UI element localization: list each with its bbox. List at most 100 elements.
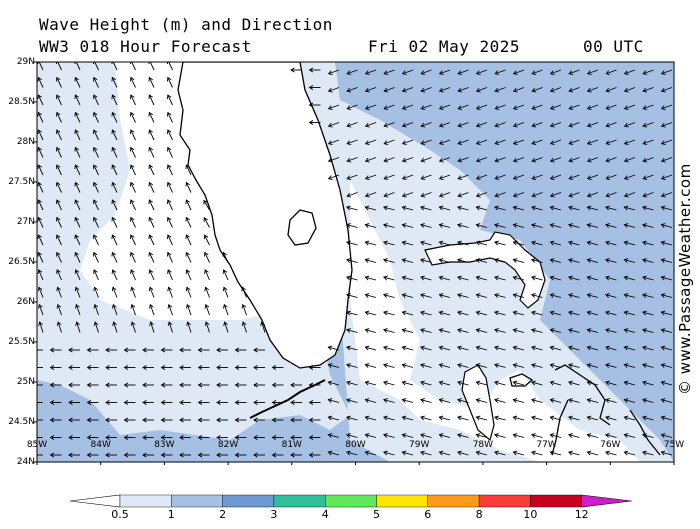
wave-arrow bbox=[111, 146, 118, 158]
wave-arrow bbox=[346, 205, 358, 211]
wave-arrow bbox=[512, 275, 525, 281]
wave-arrow bbox=[241, 321, 247, 333]
wave-arrow bbox=[111, 76, 118, 88]
wave-arrow bbox=[92, 216, 99, 228]
wave-arrow bbox=[197, 382, 210, 388]
wave-arrow bbox=[642, 205, 654, 211]
wave-arrow bbox=[475, 174, 488, 180]
wave-arrow bbox=[531, 157, 543, 163]
map-plot-area bbox=[37, 62, 674, 462]
wave-arrow bbox=[346, 415, 358, 421]
wave-arrow bbox=[642, 139, 654, 145]
wave-arrow bbox=[512, 192, 525, 198]
wave-arrow bbox=[623, 157, 636, 163]
wave-arrow bbox=[401, 240, 414, 246]
wave-arrow bbox=[531, 139, 543, 145]
wave-arrow bbox=[327, 363, 340, 368]
wave-arrow bbox=[346, 258, 358, 263]
wave-arrow bbox=[605, 205, 617, 211]
wave-arrow bbox=[420, 380, 432, 386]
wave-arrow bbox=[642, 157, 654, 163]
wave-arrow bbox=[531, 380, 543, 386]
wave-arrow bbox=[308, 400, 321, 405]
wave-arrow bbox=[271, 435, 284, 440]
colorbar-segment bbox=[530, 494, 582, 508]
wave-arrow bbox=[660, 415, 673, 421]
wave-arrow bbox=[364, 87, 377, 93]
wave-arrow bbox=[660, 69, 673, 75]
wave-arrow bbox=[623, 87, 636, 93]
wave-arrow bbox=[642, 69, 654, 75]
wave-arrow bbox=[568, 450, 580, 456]
wave-arrow bbox=[420, 87, 432, 93]
wave-arrow bbox=[475, 363, 488, 368]
wave-arrow bbox=[457, 69, 469, 75]
wave-arrow bbox=[605, 293, 617, 298]
wave-arrow bbox=[148, 199, 155, 211]
wave-arrow bbox=[346, 345, 358, 351]
forecast-time: 00 UTC bbox=[583, 37, 644, 56]
wave-arrow bbox=[327, 157, 340, 163]
wave-arrow bbox=[457, 258, 469, 263]
wave-arrow bbox=[494, 293, 506, 298]
colorbar-segment bbox=[222, 494, 275, 508]
wave-arrow bbox=[549, 104, 562, 110]
wave-arrow bbox=[642, 293, 654, 298]
wave-arrow bbox=[568, 415, 580, 421]
wave-arrow bbox=[253, 382, 265, 388]
wave-arrow bbox=[623, 450, 636, 456]
wave-arrow bbox=[148, 94, 155, 106]
wave-arrow bbox=[37, 94, 44, 106]
wave-arrow bbox=[111, 111, 118, 123]
wave-arrow bbox=[142, 417, 154, 423]
wave-arrow bbox=[494, 87, 506, 93]
wave-arrow bbox=[148, 286, 155, 298]
wave-arrow bbox=[166, 94, 173, 106]
wave-arrow bbox=[49, 365, 62, 370]
wave-arrow bbox=[346, 69, 358, 75]
wave-arrow bbox=[568, 275, 580, 281]
wave-direction-arrows bbox=[37, 62, 673, 458]
wave-arrow bbox=[197, 400, 210, 405]
wave-arrow bbox=[401, 345, 414, 351]
wave-arrow bbox=[494, 240, 506, 246]
wave-arrow bbox=[642, 398, 654, 403]
wave-arrow bbox=[37, 251, 44, 263]
wave-arrow bbox=[605, 345, 617, 351]
wave-arrow bbox=[383, 240, 395, 246]
wave-arrow bbox=[68, 400, 80, 405]
wave-arrow bbox=[166, 62, 173, 71]
wave-arrow bbox=[531, 69, 543, 75]
wave-arrow bbox=[586, 293, 599, 298]
wave-arrow bbox=[642, 192, 654, 198]
wave-arrow bbox=[568, 122, 580, 128]
wave-arrow bbox=[55, 251, 62, 263]
wave-arrow bbox=[166, 216, 173, 228]
wave-arrow bbox=[438, 398, 451, 403]
wave-arrow bbox=[74, 199, 81, 211]
colorbar-label: 10 bbox=[523, 508, 538, 521]
wave-arrow bbox=[130, 303, 136, 316]
wave-arrow bbox=[457, 157, 469, 163]
wave-arrow bbox=[346, 139, 358, 145]
wave-arrow bbox=[549, 398, 562, 403]
wave-arrow bbox=[642, 433, 654, 438]
wave-arrow bbox=[531, 258, 543, 263]
wave-arrow bbox=[105, 382, 117, 388]
wave-arrow bbox=[438, 223, 451, 228]
wave-arrow bbox=[129, 76, 136, 88]
wave-arrow bbox=[49, 417, 62, 423]
wave-arrow bbox=[475, 258, 488, 263]
wave-arrow bbox=[271, 382, 284, 388]
wave-arrow bbox=[549, 174, 562, 180]
wave-arrow bbox=[327, 122, 340, 128]
wave-arrow bbox=[56, 303, 62, 316]
wave-arrow bbox=[494, 139, 506, 145]
wave-arrow bbox=[383, 174, 395, 180]
wave-arrow bbox=[457, 87, 469, 93]
wave-arrow bbox=[642, 363, 654, 368]
wave-arrow bbox=[234, 400, 247, 405]
wave-arrow bbox=[129, 234, 136, 246]
lon-label: 84W bbox=[90, 440, 111, 450]
wave-arrow bbox=[86, 382, 99, 388]
